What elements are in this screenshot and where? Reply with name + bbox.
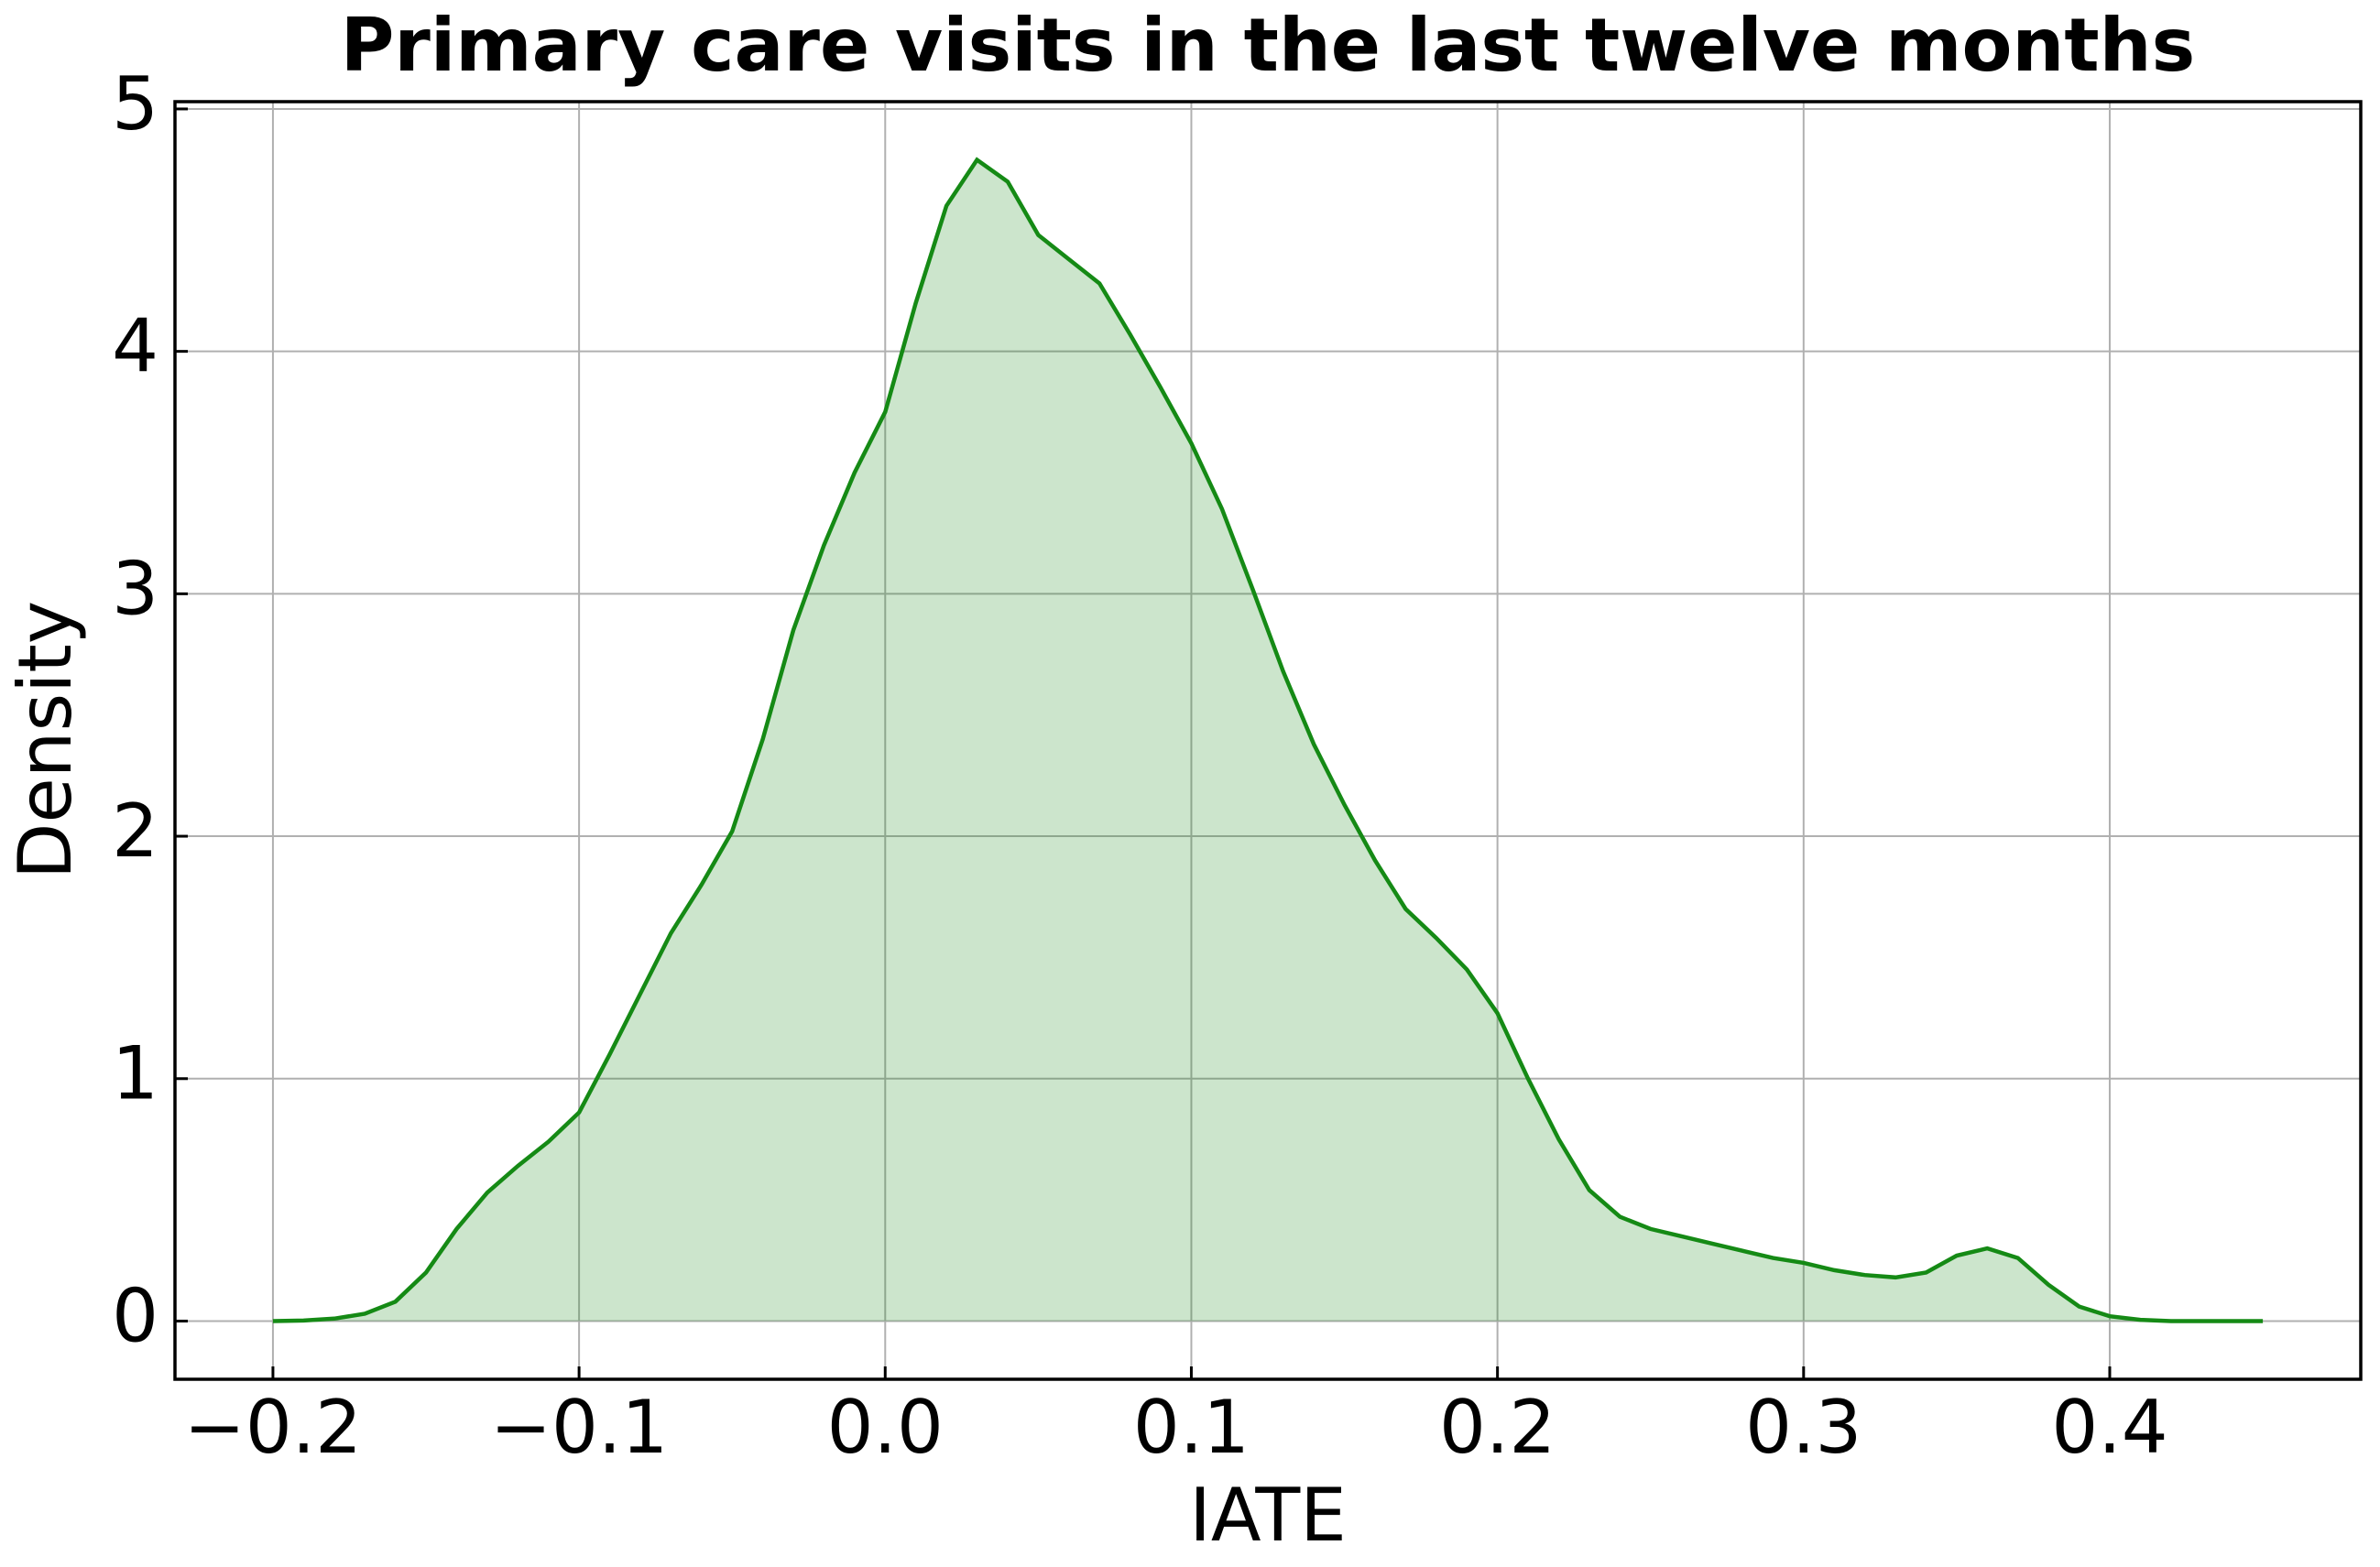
y-tick-label: 2 [112,789,158,874]
x-axis-label: IATE [1189,1473,1347,1558]
plot-frame [173,100,2363,1381]
y-axis-label: Density [3,601,88,879]
y-tick-label: 0 [112,1273,158,1358]
x-tick-label: 0.4 [2051,1385,2167,1470]
y-tick-label: 5 [112,61,158,147]
y-tick-label: 1 [112,1031,158,1116]
x-tick-label: 0.2 [1439,1385,1556,1470]
chart-title: Primary care visits in the last twelve m… [341,3,2195,88]
x-tick-label: −0.2 [184,1385,362,1470]
x-tick-label: 0.3 [1745,1385,1861,1470]
density-area [272,159,2264,1322]
y-tick-label: 4 [112,304,158,389]
x-tick-label: 0.1 [1133,1385,1250,1470]
x-tick-label: −0.1 [490,1385,668,1470]
y-tick-label: 3 [112,546,158,631]
x-tick-label: 0.0 [827,1385,944,1470]
density-line [272,157,2264,1323]
